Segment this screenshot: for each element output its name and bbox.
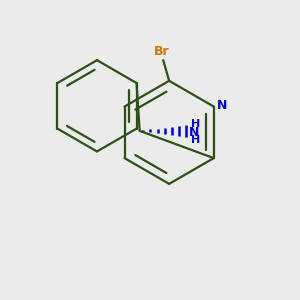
Text: H: H	[191, 135, 200, 145]
Text: N: N	[189, 125, 200, 139]
Text: N: N	[217, 99, 228, 112]
Text: Br: Br	[154, 45, 170, 58]
Text: H: H	[191, 119, 200, 129]
